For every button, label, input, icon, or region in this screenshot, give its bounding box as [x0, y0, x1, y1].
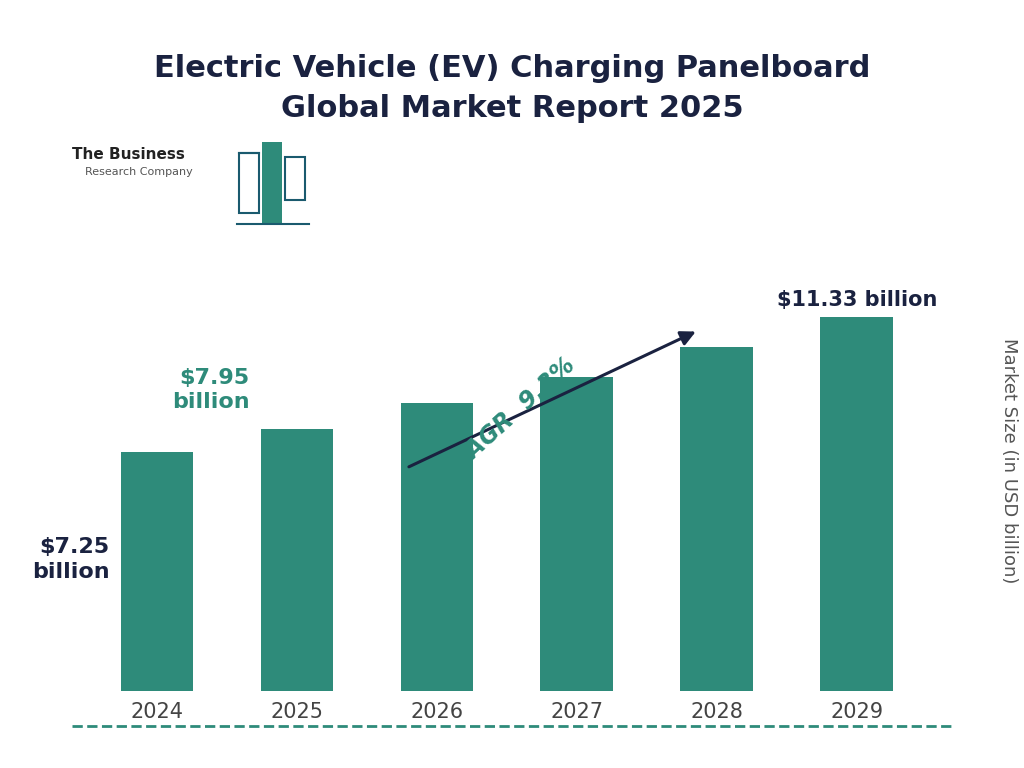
Bar	[680, 347, 754, 691]
Bar	[541, 377, 613, 691]
Bar	[121, 452, 194, 691]
Text: The Business: The Business	[72, 147, 184, 161]
Bar	[285, 157, 305, 200]
Text: Research Company: Research Company	[85, 167, 193, 177]
Bar	[400, 403, 473, 691]
Text: $7.25
billion: $7.25 billion	[32, 538, 110, 582]
Bar	[262, 142, 282, 224]
Bar	[240, 153, 259, 214]
Text: $11.33 billion: $11.33 billion	[776, 290, 937, 310]
Text: Market Size (in USD billion): Market Size (in USD billion)	[999, 338, 1018, 584]
Text: $7.95
billion: $7.95 billion	[172, 368, 249, 412]
Bar	[820, 317, 893, 691]
Text: Electric Vehicle (EV) Charging Panelboard
Global Market Report 2025: Electric Vehicle (EV) Charging Panelboar…	[154, 54, 870, 123]
Bar	[260, 429, 334, 691]
Text: CAGR  9.3%: CAGR 9.3%	[449, 353, 580, 475]
